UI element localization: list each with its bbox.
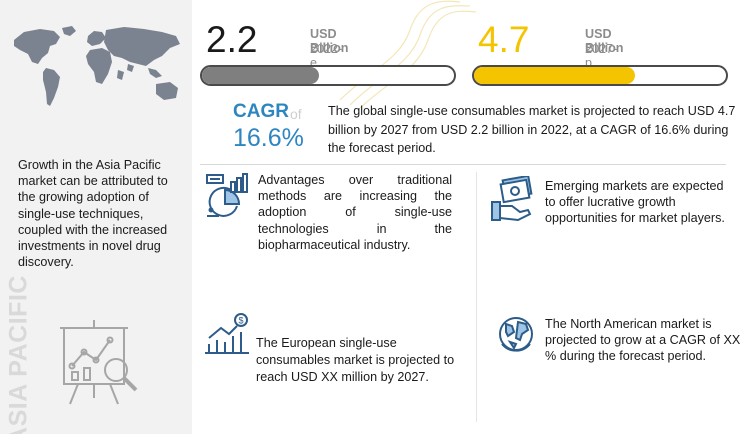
left-panel: Growth in the Asia Pacific market can be… [0,0,192,434]
current-year: 2022-e [310,42,343,70]
projected-unit: USD Billion [585,27,624,55]
world-map-icon [14,26,180,106]
card-north-american-text: The North American market is projected t… [545,317,741,364]
projected-year: 2027-p [585,42,618,70]
projected-progress-fill [474,67,636,84]
cagr-value: 16.6% [233,124,304,152]
svg-text:$: $ [238,316,243,326]
cagr-of: of [290,106,302,122]
card-advantages-text: Advantages over traditional methods are … [258,173,452,252]
current-progress-bar [200,65,456,86]
globe-icon [499,317,533,352]
cagr-label: CAGR [233,101,289,122]
asia-pacific-description: Growth in the Asia Pacific market can be… [18,158,168,270]
presentation-chart-icon [60,320,138,405]
analytics-icon [206,173,248,217]
card-european-market-text: The European single-use consumables mark… [256,336,455,384]
current-unit: USD Billion [310,27,349,55]
region-label: ASIA PACIFIC [4,275,33,434]
projected-value: 4.7 [478,19,530,60]
money-hand-icon [491,176,533,222]
decorative-swirl [339,0,477,109]
market-summary: The global single-use consumables market… [328,104,736,155]
projected-progress-bar [472,65,728,86]
divider [476,172,477,422]
growth-chart-icon: $ [205,313,249,354]
current-progress-fill [202,67,320,84]
current-value: 2.2 [206,19,258,60]
card-emerging-markets-text: Emerging markets are expected to offer l… [545,179,725,226]
divider [200,164,726,165]
